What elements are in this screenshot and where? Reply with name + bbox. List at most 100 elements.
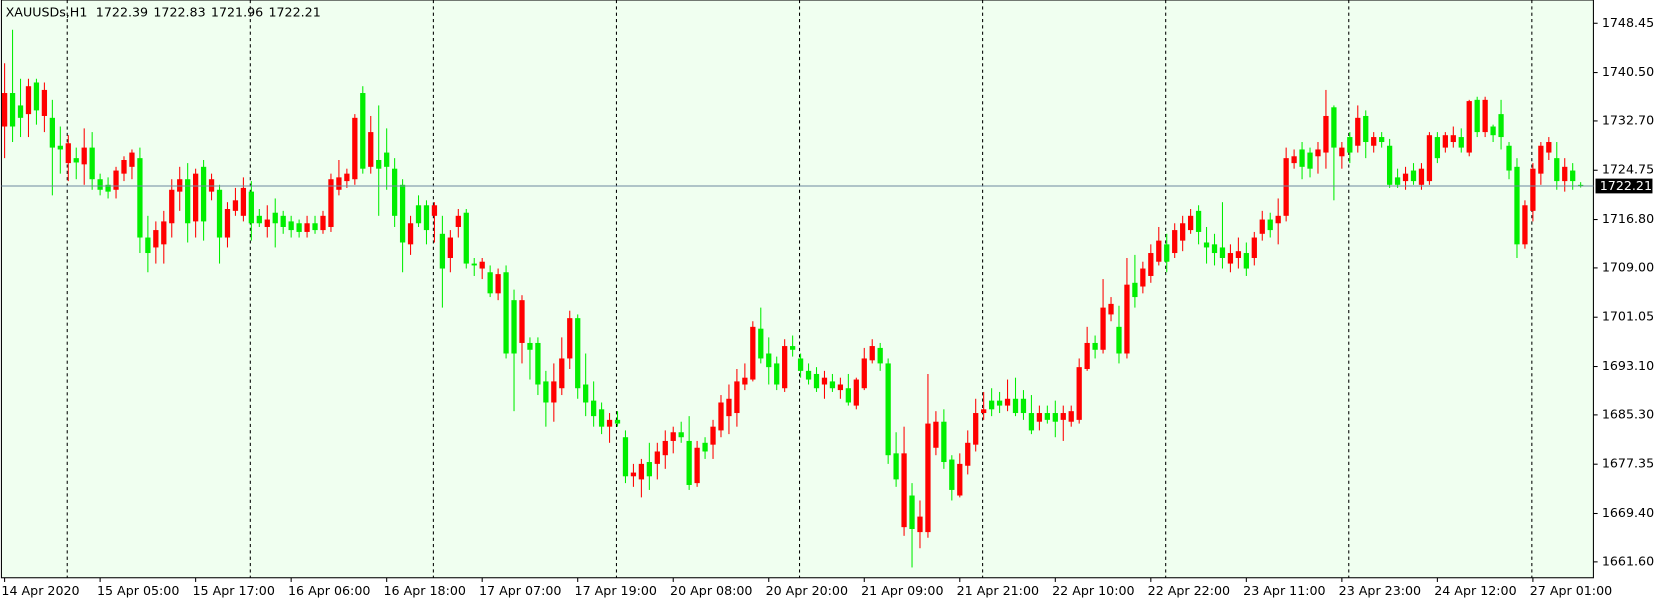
candle-body	[1578, 184, 1584, 186]
candle-body	[1450, 135, 1456, 143]
candle-body	[304, 223, 310, 232]
candle-body	[949, 459, 955, 490]
candle	[1291, 149, 1297, 169]
candle-body	[113, 170, 119, 190]
candle-body	[200, 166, 207, 222]
candle-body	[1562, 166, 1568, 182]
candle-body	[845, 388, 851, 403]
candle	[527, 337, 533, 380]
y-tick-label: 1677.35	[1602, 456, 1654, 471]
candle-body	[280, 215, 286, 227]
candle-body	[973, 413, 979, 445]
candle	[1522, 200, 1528, 249]
candle	[614, 411, 621, 427]
candle	[240, 177, 247, 222]
candle	[423, 200, 430, 245]
candle	[1124, 257, 1130, 359]
candle	[360, 86, 366, 174]
candle-body	[376, 160, 382, 169]
candle-body	[169, 189, 175, 224]
candle	[901, 426, 907, 536]
candle-body	[1299, 149, 1305, 167]
candle	[519, 295, 525, 364]
candle	[9, 29, 16, 143]
last-close: 1722.21	[268, 4, 320, 19]
candle-body	[9, 93, 16, 127]
candle-body	[463, 212, 469, 264]
candle	[1076, 358, 1082, 424]
candle-body	[49, 117, 55, 148]
last-high: 1722.83	[153, 4, 205, 19]
candle	[949, 455, 955, 501]
candle	[1490, 124, 1496, 143]
candle	[718, 395, 724, 438]
candle-body	[240, 187, 247, 216]
candle-body	[766, 353, 772, 368]
x-tick-label: 23 Apr 23:00	[1339, 583, 1421, 598]
candle	[73, 147, 79, 180]
candle	[583, 353, 589, 417]
x-tick-label: 17 Apr 07:00	[479, 583, 561, 598]
candle-body	[1012, 398, 1019, 414]
candle	[837, 377, 844, 399]
candle-body	[145, 237, 151, 254]
candle	[646, 442, 652, 490]
candle-body	[1100, 307, 1106, 350]
candle-body	[1530, 168, 1536, 211]
candle	[415, 195, 422, 227]
candle-body	[471, 263, 477, 266]
candle-body	[407, 223, 414, 245]
candle	[909, 483, 915, 568]
candle	[1235, 237, 1242, 269]
candle	[797, 353, 804, 378]
candle-body	[1482, 99, 1488, 133]
candle-body	[1474, 99, 1480, 133]
candle	[1315, 142, 1321, 174]
candle	[742, 363, 748, 391]
candle-body	[551, 381, 557, 403]
candle	[885, 358, 891, 464]
candle-body	[583, 384, 589, 403]
candle-body	[909, 495, 915, 530]
candle-body	[925, 423, 931, 533]
candle-body	[1251, 237, 1257, 258]
candle-body	[41, 89, 48, 116]
candles	[1, 29, 1584, 568]
candle-body	[1227, 253, 1234, 264]
candle-body	[25, 86, 32, 115]
candle	[535, 337, 541, 396]
candle-body	[527, 342, 533, 350]
candle-body	[1283, 158, 1289, 216]
candle-body	[423, 205, 430, 231]
candle-body	[503, 272, 509, 354]
candle	[1538, 142, 1544, 185]
candle-body	[861, 358, 867, 389]
candle-body	[1371, 137, 1377, 146]
candle-body	[1044, 413, 1050, 420]
candle	[1195, 205, 1202, 245]
candle	[1036, 405, 1043, 431]
candle-body	[646, 462, 652, 477]
candle	[1012, 377, 1019, 417]
candle-body	[988, 400, 995, 410]
candle-body	[702, 442, 708, 452]
candle-body	[1124, 284, 1130, 354]
chart-header: XAUUSDs,H1 1722.39 1722.83 1721.96 1722.21	[6, 4, 321, 19]
candle	[145, 215, 151, 273]
candle	[1554, 142, 1560, 190]
candle	[782, 339, 788, 392]
candle	[1410, 163, 1417, 185]
candle-body	[678, 432, 684, 438]
candle	[1108, 297, 1114, 322]
candle-body	[1267, 219, 1273, 231]
candle-body	[121, 160, 127, 174]
candle	[495, 268, 501, 301]
candle-body	[256, 215, 262, 224]
candle-body	[1172, 230, 1178, 254]
candle-body	[296, 223, 302, 232]
candle	[662, 430, 668, 469]
candle	[1474, 96, 1480, 138]
candle	[368, 115, 374, 174]
candle	[1203, 226, 1210, 264]
candle-body	[590, 400, 597, 417]
